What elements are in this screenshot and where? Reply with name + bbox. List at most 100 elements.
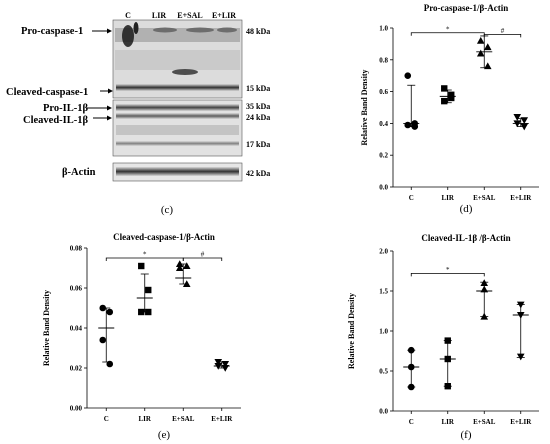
y-tick-label: 0.2 bbox=[379, 152, 388, 160]
kda-48: 48 kDa bbox=[246, 27, 270, 36]
y-tick-label: 0.0 bbox=[379, 408, 388, 416]
label-pro-caspase: Pro-caspase-1 bbox=[21, 26, 83, 37]
x-tick-label: E+LIR bbox=[510, 194, 532, 202]
x-tick-label: E+SAL bbox=[473, 194, 496, 202]
data-point bbox=[404, 72, 412, 79]
data-point bbox=[516, 312, 525, 319]
x-tick-label: C bbox=[104, 415, 109, 423]
x-tick-label: LIR bbox=[442, 418, 455, 426]
data-point bbox=[476, 49, 485, 57]
x-tick-label: E+LIR bbox=[211, 415, 233, 423]
kda-15: 15 kDa bbox=[246, 84, 270, 93]
x-tick-label: E+LIR bbox=[510, 418, 532, 426]
lane-label-c: C bbox=[125, 11, 131, 20]
y-axis-title: Relative Band Density bbox=[347, 293, 356, 369]
kda-42: 42 kDa bbox=[246, 169, 270, 178]
significance-label: # bbox=[501, 27, 505, 35]
data-point bbox=[221, 361, 230, 368]
data-point bbox=[444, 355, 451, 363]
label-cleaved-caspase: Cleaved-caspase-1 bbox=[6, 87, 88, 98]
x-tick-label: C bbox=[409, 194, 414, 202]
y-tick-label: 0.04 bbox=[70, 325, 83, 333]
data-point bbox=[444, 383, 451, 390]
data-point bbox=[480, 285, 489, 293]
data-point bbox=[175, 260, 184, 267]
y-axis-title: Relative Band Density bbox=[360, 70, 369, 146]
data-point bbox=[221, 365, 230, 372]
data-point bbox=[444, 337, 451, 344]
significance-label: * bbox=[446, 25, 450, 33]
y-tick-label: 0.4 bbox=[379, 120, 388, 128]
x-tick-label: E+SAL bbox=[473, 418, 496, 426]
y-tick-label: 1.0 bbox=[379, 25, 388, 33]
data-point bbox=[99, 304, 107, 312]
panel-letter: (f) bbox=[461, 429, 472, 441]
data-point bbox=[441, 85, 448, 92]
panel-letter-c: (c) bbox=[161, 204, 174, 216]
chart-title: Pro-caspase-1/β-Actin bbox=[424, 3, 509, 13]
data-point bbox=[175, 264, 184, 271]
data-point bbox=[407, 383, 415, 391]
data-point bbox=[407, 346, 415, 354]
data-point bbox=[407, 363, 415, 371]
significance-label: * bbox=[143, 251, 147, 259]
y-tick-label: 0.08 bbox=[70, 245, 83, 253]
panel-letter: (e) bbox=[158, 429, 171, 441]
lane-label-e-lir: E+LIR bbox=[212, 11, 236, 20]
kda-24: 24 kDa bbox=[246, 113, 270, 122]
data-point bbox=[520, 123, 529, 131]
chart-title: Cleaved-caspase-1/β-Actin bbox=[113, 232, 215, 242]
data-point bbox=[106, 308, 114, 316]
y-tick-label: 0.0 bbox=[379, 184, 388, 192]
data-point bbox=[480, 279, 489, 286]
data-point bbox=[214, 363, 223, 370]
y-tick-label: 0.6 bbox=[379, 88, 388, 96]
y-axis-title: Relative Band Density bbox=[42, 290, 51, 366]
label-pro-il1b: Pro-IL-1β bbox=[43, 103, 88, 114]
data-point bbox=[483, 62, 492, 70]
data-point bbox=[182, 262, 191, 269]
data-point bbox=[106, 360, 114, 368]
chart-pro-caspase: Pro-caspase-1/β-Actin Relative Band Densi… bbox=[360, 3, 539, 215]
data-point bbox=[411, 123, 419, 130]
data-point bbox=[441, 97, 448, 105]
western-blot: C LIR E+SAL E+LIR bbox=[6, 11, 270, 216]
x-tick-label: LIR bbox=[139, 415, 152, 423]
data-point bbox=[476, 36, 485, 44]
data-point bbox=[513, 120, 522, 128]
y-tick-label: 1.0 bbox=[379, 328, 388, 336]
y-tick-label: 0.06 bbox=[70, 285, 83, 293]
data-point bbox=[138, 308, 145, 316]
data-point bbox=[483, 43, 492, 51]
membrane-il1b bbox=[112, 99, 243, 157]
chart-cleaved-caspase: Cleaved-caspase-1/β-Actin Relative Band D… bbox=[42, 232, 241, 441]
y-tick-label: 0.8 bbox=[379, 56, 388, 64]
x-tick-label: E+SAL bbox=[172, 415, 195, 423]
data-point bbox=[516, 353, 525, 361]
significance-bracket bbox=[483, 33, 522, 38]
data-point bbox=[182, 280, 191, 287]
x-tick-label: LIR bbox=[442, 194, 455, 202]
significance-bracket bbox=[182, 257, 223, 261]
y-tick-label: 1.5 bbox=[379, 288, 388, 296]
chart-title: Cleaved-IL-1β /β-Actin bbox=[421, 233, 510, 243]
membrane-actin bbox=[112, 162, 243, 182]
lane-label-lir: LIR bbox=[152, 11, 166, 20]
data-point bbox=[99, 336, 107, 344]
data-point bbox=[214, 359, 223, 366]
data-point bbox=[513, 114, 522, 121]
y-tick-label: 0.00 bbox=[70, 405, 83, 413]
data-point bbox=[404, 121, 412, 129]
panel-letter: (d) bbox=[460, 203, 473, 215]
data-point bbox=[448, 94, 455, 102]
x-tick-label: C bbox=[409, 418, 414, 426]
lane-label-e-sal: E+SAL bbox=[177, 11, 202, 20]
data-point bbox=[520, 117, 529, 125]
data-point bbox=[145, 286, 152, 294]
data-point bbox=[138, 262, 145, 270]
kda-17: 17 kDa bbox=[246, 140, 270, 149]
kda-35: 35 kDa bbox=[246, 102, 270, 111]
data-point bbox=[516, 301, 525, 309]
data-point bbox=[480, 312, 489, 320]
